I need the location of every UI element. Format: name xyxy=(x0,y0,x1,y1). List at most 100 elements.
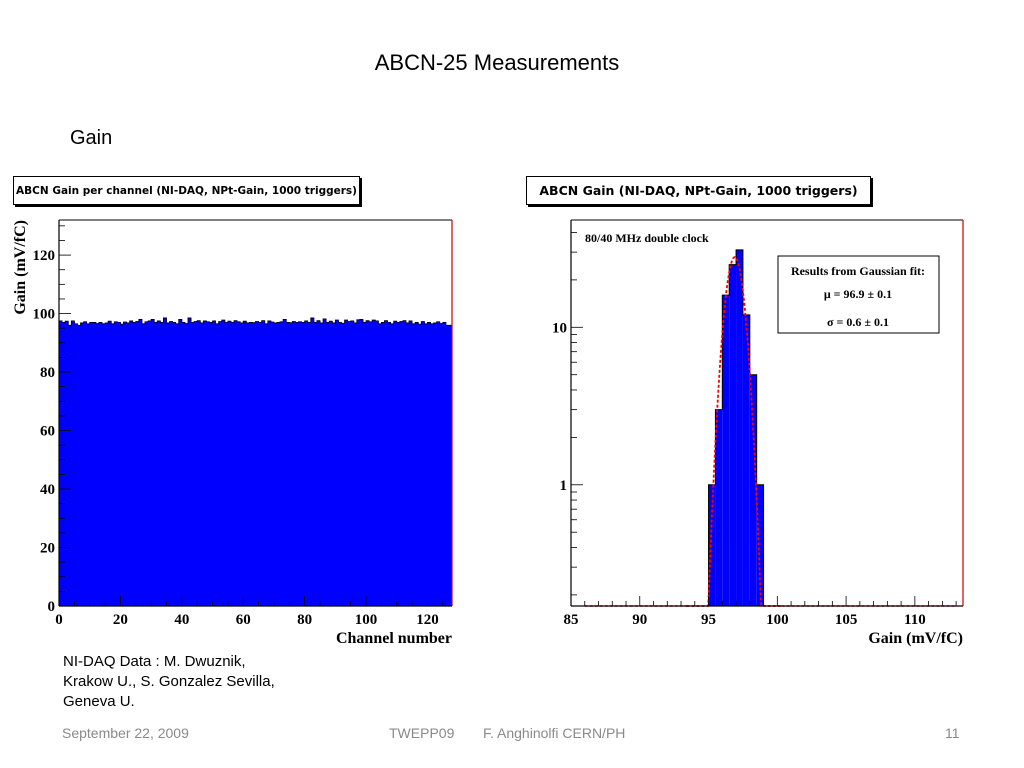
channel-gain-bar xyxy=(234,320,238,606)
channel-gain-bar xyxy=(184,323,189,606)
chart-title-gain-distribution: ABCN Gain (NI-DAQ, NPt-Gain, 1000 trigge… xyxy=(526,176,871,205)
x-tick-label: 95 xyxy=(701,612,716,628)
channel-gain-bar xyxy=(114,321,118,606)
channel-gain-bar xyxy=(175,323,180,606)
channel-gain-bar xyxy=(98,322,103,606)
channel-gain-bar xyxy=(240,322,244,606)
x-tick-label: 0 xyxy=(55,612,63,628)
channel-gain-bar xyxy=(332,322,336,606)
y-tick-label: 10 xyxy=(552,320,567,336)
channel-gain-bar xyxy=(362,322,367,606)
channel-gain-bar xyxy=(187,317,192,606)
channel-gain-bar xyxy=(129,320,134,606)
channel-gain-bar xyxy=(163,317,167,606)
channel-gain-bar xyxy=(126,322,131,606)
channel-gain-bar xyxy=(384,320,388,606)
channel-gain-bar xyxy=(326,322,330,606)
channel-gain-bar xyxy=(246,322,250,606)
channel-gain-bar xyxy=(310,317,315,606)
channel-gain-bar xyxy=(65,321,69,606)
channel-gain-bar xyxy=(295,322,299,606)
channel-gain-bar xyxy=(71,320,75,606)
channel-gain-bar xyxy=(301,322,306,606)
x-tick-label: 100 xyxy=(766,612,789,628)
channel-gain-outline xyxy=(59,317,452,326)
channel-gain-bar xyxy=(338,322,342,606)
channel-gain-bar xyxy=(270,322,275,606)
x-tick-label: 80 xyxy=(297,612,312,628)
channel-gain-bar xyxy=(243,321,247,606)
channel-gain-bar xyxy=(132,322,137,606)
channel-gain-bar xyxy=(221,320,226,606)
channel-gain-bar xyxy=(194,321,198,606)
channel-gain-bar xyxy=(286,322,290,606)
gain-histogram-outline xyxy=(571,249,963,607)
channel-gain-bar xyxy=(273,322,278,606)
channel-gain-bar xyxy=(172,322,177,606)
fit-results-title: Results from Gaussian fit: xyxy=(791,264,925,278)
channel-gain-bar xyxy=(203,320,207,606)
channel-gain-bar xyxy=(89,322,94,606)
channel-gain-bar xyxy=(412,323,416,606)
chart-title-gain-per-channel: ABCN Gain per channel (NI-DAQ, NPt-Gain,… xyxy=(13,176,360,205)
channel-gain-bar xyxy=(405,322,410,606)
y-tick-label: 40 xyxy=(40,482,55,498)
channel-gain-bar xyxy=(209,322,213,606)
channel-gain-bar xyxy=(178,319,183,606)
gain-histogram-bar xyxy=(736,249,743,606)
channel-gain-bar xyxy=(264,323,269,606)
channel-gain-bar xyxy=(381,322,385,606)
channel-gain-bar xyxy=(237,321,241,606)
channel-gain-bar xyxy=(356,319,361,606)
x-tick-label: 90 xyxy=(632,612,647,628)
channel-gain-bar xyxy=(68,325,72,606)
credit-line: Geneva U. xyxy=(63,693,135,710)
channel-gain-bar xyxy=(135,321,140,606)
channel-gain-bar xyxy=(86,323,91,606)
y-tick-label: 100 xyxy=(33,307,56,323)
channel-gain-bar xyxy=(399,321,404,606)
gain-histogram-bar xyxy=(715,409,723,606)
channel-gain-bar xyxy=(59,320,63,606)
x-tick-label: 100 xyxy=(355,612,378,628)
channel-gain-bar xyxy=(323,318,327,606)
x-tick-label: 110 xyxy=(904,612,926,628)
gain-histogram-bar xyxy=(729,264,737,606)
channel-gain-bar xyxy=(445,325,450,606)
channel-gain-bar xyxy=(80,322,84,606)
y-tick-label: 80 xyxy=(40,365,55,381)
footer-page-number: 11 xyxy=(945,725,960,741)
channel-gain-bar xyxy=(319,322,324,606)
channel-gain-bar xyxy=(430,323,434,606)
channel-gain-bar xyxy=(117,322,121,606)
channel-gain-bar xyxy=(92,322,97,606)
channel-gain-bar xyxy=(415,322,419,606)
channel-gain-bar xyxy=(402,320,407,606)
gain-histogram-bar xyxy=(749,374,757,606)
channel-gain-bar xyxy=(292,321,296,606)
channel-gain-bar xyxy=(252,322,256,606)
channel-gain-bar xyxy=(369,321,373,606)
channel-gain-bar xyxy=(169,321,174,606)
credit-line: NI-DAQ Data : M. Dwuznik, xyxy=(63,653,246,670)
channel-gain-bar xyxy=(157,320,161,606)
channel-gain-bar xyxy=(427,322,431,606)
channel-gain-bar xyxy=(393,321,398,606)
channel-gain-bar xyxy=(249,322,253,606)
channel-gain-bar xyxy=(215,323,220,606)
channel-gain-bar xyxy=(138,319,143,606)
channel-gain-bar xyxy=(433,322,438,606)
channel-gain-bar xyxy=(276,322,281,606)
x-tick-label: 105 xyxy=(835,612,858,628)
y-tick-label: 0 xyxy=(48,599,56,615)
channel-gain-bar xyxy=(224,322,229,606)
channel-gain-bar xyxy=(378,323,382,606)
channel-gain-bar xyxy=(418,324,422,606)
channel-gain-bar xyxy=(101,323,106,606)
footer-author: F. Anghinolfi CERN/PH xyxy=(483,725,626,741)
channel-gain-bar xyxy=(212,320,216,606)
channel-gain-bar xyxy=(160,322,164,606)
channel-gain-bar xyxy=(166,322,170,606)
channel-gain-bar xyxy=(375,320,379,606)
